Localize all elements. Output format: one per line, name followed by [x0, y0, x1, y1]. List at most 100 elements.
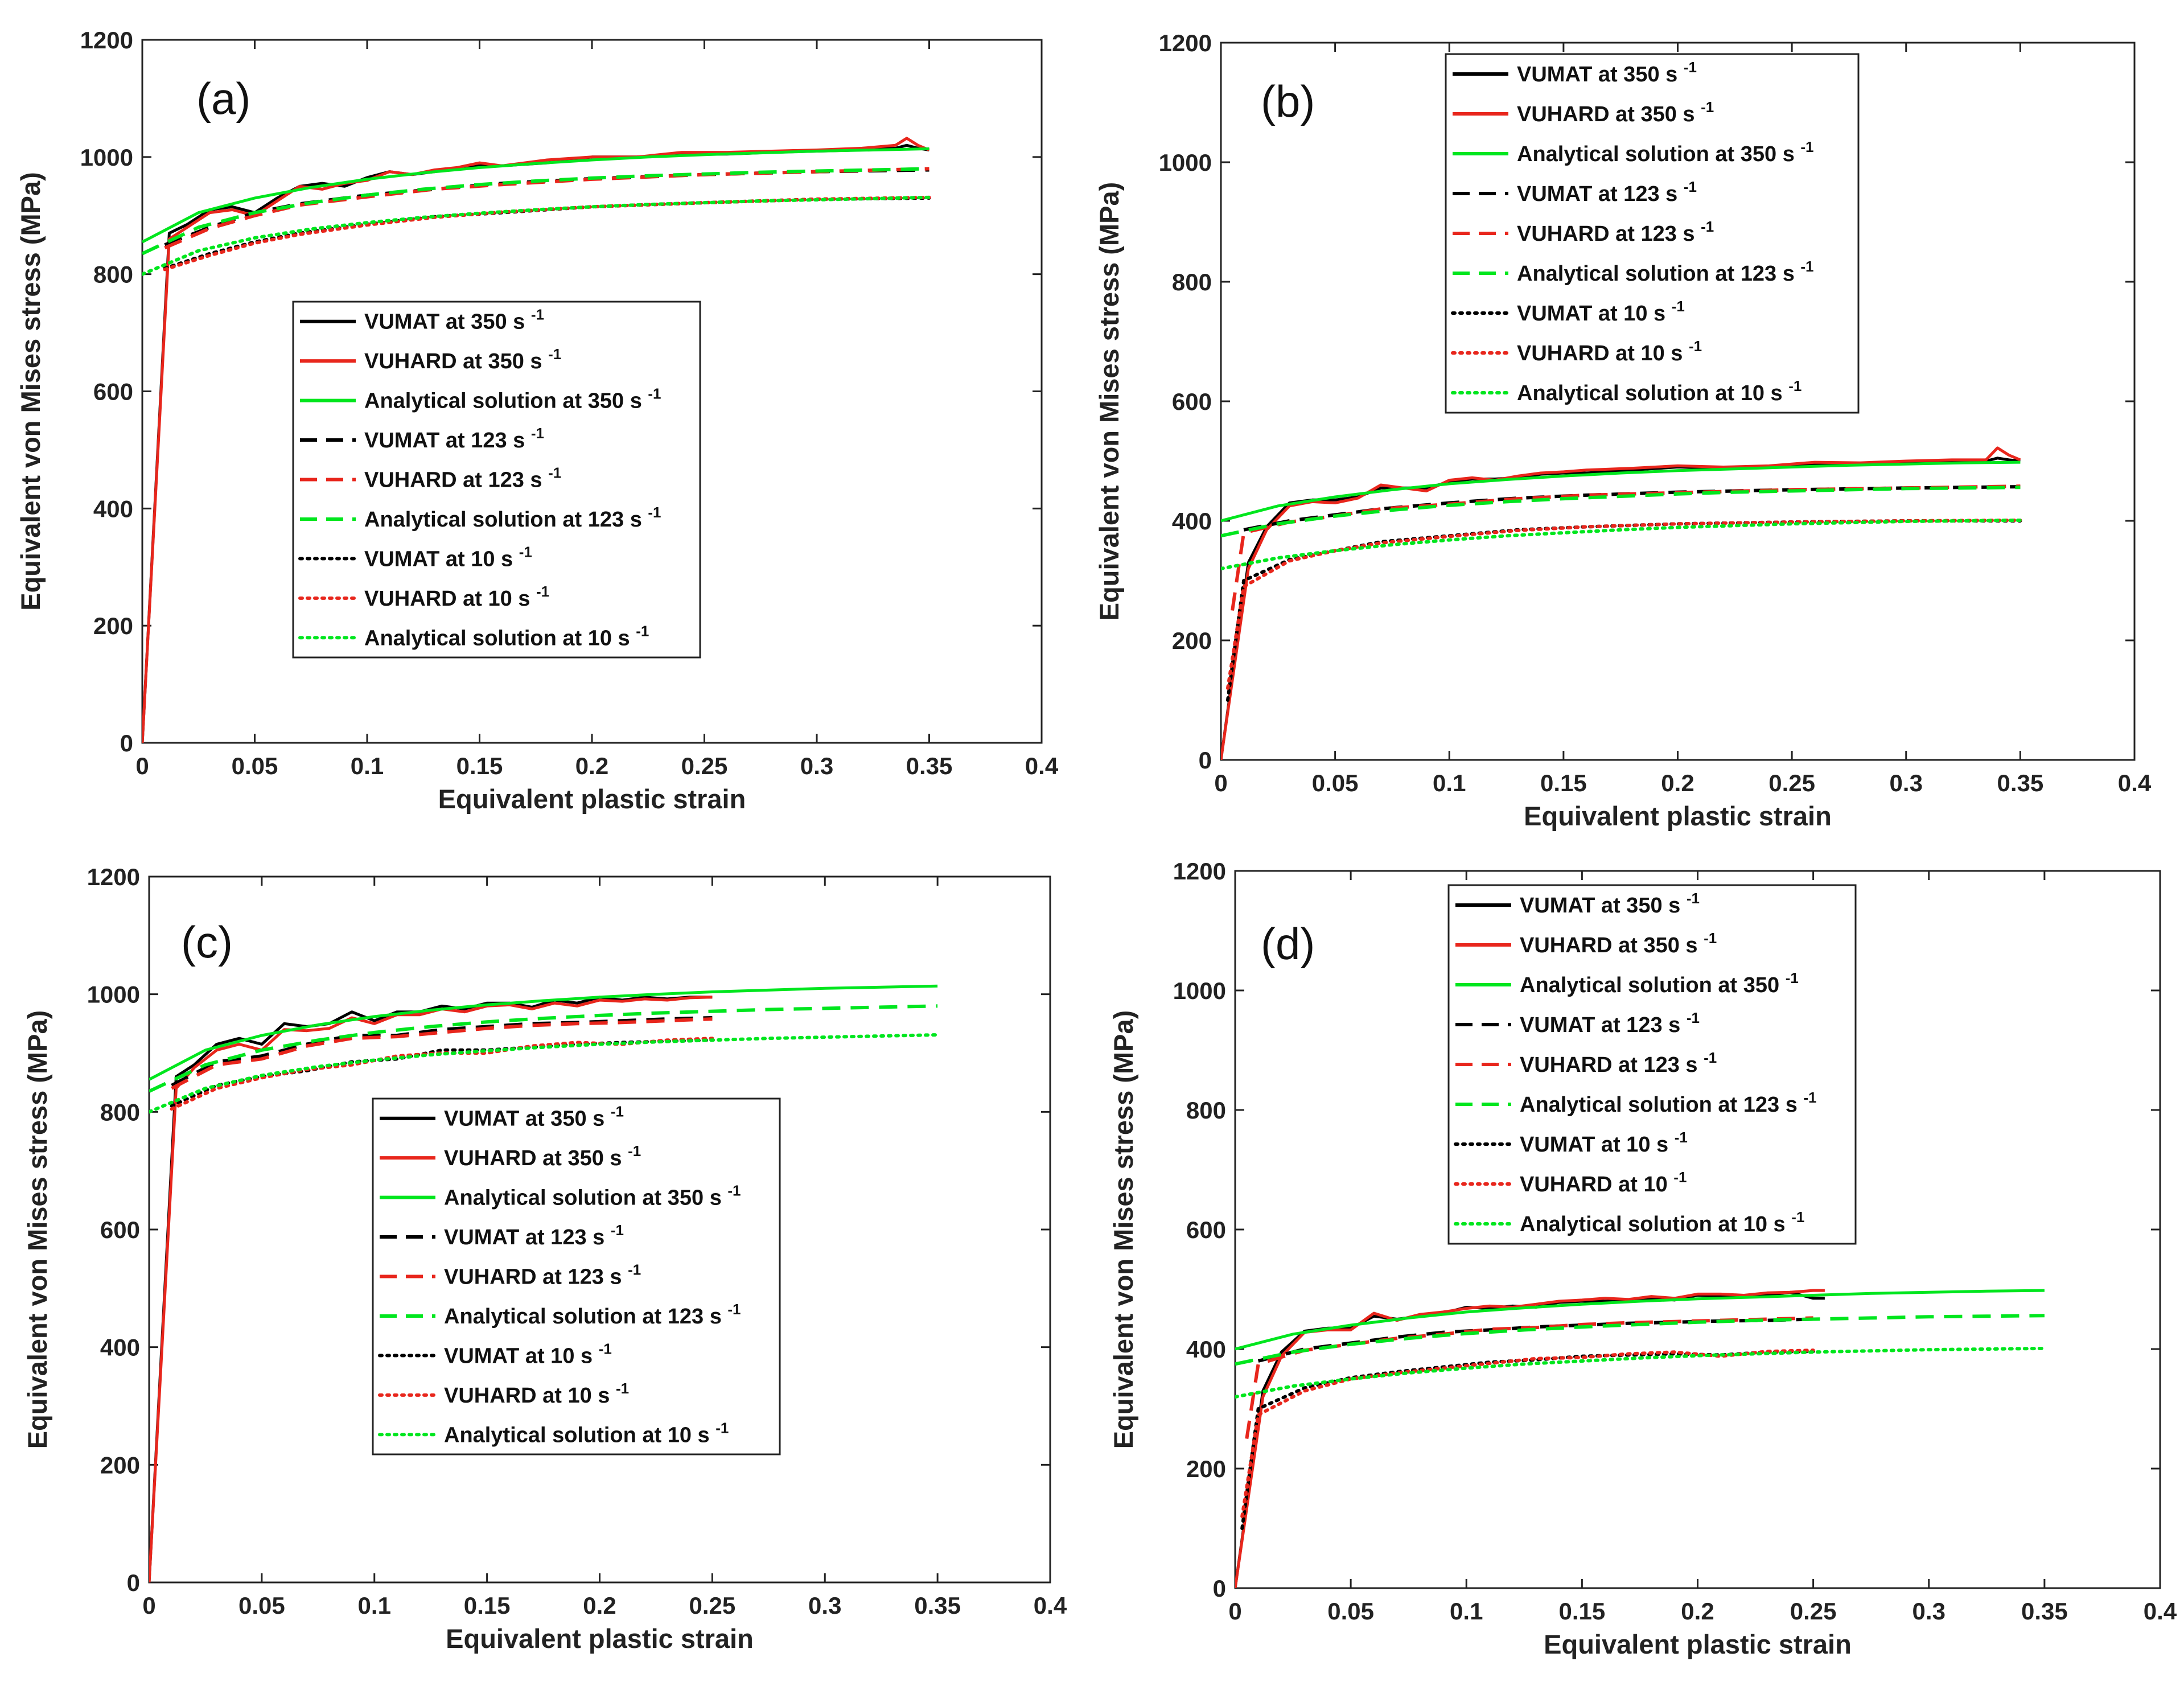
legend-label-superscript: -1 — [611, 1103, 624, 1120]
series-line-analytical-solution-at-350-s-solid — [1235, 1289, 2045, 1351]
x-tick-label: 0.25 — [681, 753, 728, 779]
panel-label: (b) — [1261, 76, 1315, 126]
series-line-vuhard-at-10-s-dotted — [1240, 1348, 1815, 1518]
y-tick-label: 200 — [93, 612, 133, 639]
legend-label: VUHARD at 350 s -1 — [1517, 98, 1714, 126]
legend-label: Analytical solution at 123 s -1 — [1517, 258, 1814, 286]
legend-label: VUMAT at 350 s -1 — [1517, 59, 1697, 87]
series-line-vuhard-at-350-s-solid — [1235, 1289, 1825, 1588]
y-tick-label: 400 — [93, 495, 133, 522]
legend-label-superscript: -1 — [548, 464, 561, 482]
series-line-analytical-solution-at-123-s-dashed — [149, 1004, 938, 1093]
legend-label: Analytical solution at 10 s -1 — [444, 1419, 729, 1447]
x-tick-label: 0.1 — [1433, 770, 1466, 796]
x-tick-label: 0.3 — [800, 753, 833, 779]
y-tick-label: 200 — [1172, 627, 1212, 654]
legend-label: Analytical solution at 350 s -1 — [444, 1182, 741, 1210]
series-group — [1235, 1289, 2046, 1588]
y-axis-label: Equivalent von Mises stress (MPa) — [15, 172, 46, 611]
legend-label-superscript: -1 — [1800, 138, 1813, 155]
legend-label-superscript: -1 — [531, 425, 544, 442]
x-tick-label: 0.1 — [351, 753, 384, 779]
legend-label: Analytical solution at 10 s -1 — [364, 622, 649, 650]
legend-label: VUHARD at 10 s -1 — [364, 583, 549, 611]
series-group — [149, 984, 940, 1582]
x-tick-label: 0.05 — [238, 1592, 285, 1619]
legend-label-superscript: -1 — [531, 306, 544, 323]
series-line-analytical-solution-at-350-s-solid — [1221, 460, 2021, 523]
y-tick-label: 0 — [1199, 747, 1212, 774]
legend-label-superscript: -1 — [727, 1182, 741, 1199]
legend-label-superscript: -1 — [1687, 1009, 1700, 1026]
legend-label: VUHARD at 10 s -1 — [1517, 338, 1702, 365]
y-tick-label: 200 — [100, 1452, 140, 1478]
legend-label: VUHARD at 10 -1 — [1520, 1169, 1687, 1197]
legend-label-superscript: -1 — [1786, 969, 1799, 986]
legend-label: VUMAT at 350 s -1 — [1520, 890, 1700, 918]
x-tick-label: 0.15 — [1559, 1598, 1606, 1625]
y-tick-label: 800 — [1186, 1097, 1226, 1124]
legend-label-superscript: -1 — [519, 543, 532, 560]
x-tick-label: 0.2 — [1661, 770, 1694, 796]
series-line-analytical-solution-at-350-s-solid — [142, 147, 929, 244]
x-tick-label: 0.35 — [914, 1592, 961, 1619]
panel-label: (a) — [196, 73, 250, 124]
legend-label: VUMAT at 123 s -1 — [444, 1222, 624, 1249]
legend-label-superscript: -1 — [1791, 1208, 1804, 1226]
series-line-vuhard-at-123-s-dashed — [1245, 1316, 1813, 1439]
legend-label-superscript: -1 — [1687, 890, 1700, 907]
legend-label-superscript: -1 — [548, 346, 561, 363]
panel-a: 0 0.05 0.1 0.15 0.2 0.25 0.3 0.35 0.4 0 200 400 600 8… — [15, 27, 1059, 814]
legend-label: VUHARD at 10 s -1 — [444, 1380, 629, 1408]
series-line-analytical-solution-at-123-s-dashed — [1221, 486, 2021, 538]
legend-label-superscript: -1 — [1701, 98, 1714, 116]
legend-box — [292, 301, 701, 659]
legend-label: VUHARD at 350 s -1 — [444, 1142, 641, 1170]
y-tick-label: 0 — [1213, 1575, 1226, 1602]
y-tick-label: 600 — [1186, 1216, 1226, 1243]
x-tick-label: 0.4 — [2144, 1598, 2177, 1625]
legend-label-superscript: -1 — [1704, 930, 1717, 947]
x-tick-label: 0 — [142, 1592, 155, 1619]
y-axis-label: Equivalent von Mises stress (MPa) — [22, 1010, 52, 1449]
series-group — [1221, 446, 2022, 760]
x-tick-label: 0.2 — [583, 1592, 616, 1619]
series-line-analytical-solution-at-123-s-dashed — [1235, 1314, 2045, 1366]
legend-label: VUMAT at 350 s -1 — [364, 306, 544, 334]
legend-label: VUMAT at 123 s -1 — [364, 425, 544, 453]
legend-label: VUHARD at 123 s -1 — [364, 464, 561, 492]
legend-label: Analytical solution at 350 s -1 — [1517, 138, 1814, 166]
legend-label: Analytical solution at 350 s -1 — [364, 385, 661, 413]
series-line-analytical-solution-at-10-s-dotted — [1235, 1346, 2046, 1399]
x-tick-label: 0.3 — [1890, 770, 1923, 796]
y-tick-label: 1000 — [80, 144, 133, 171]
x-tick-label: 0.25 — [1768, 770, 1815, 796]
y-tick-label: 800 — [100, 1099, 140, 1125]
x-axis-label: Equivalent plastic strain — [446, 1623, 754, 1654]
legend-label-superscript: -1 — [599, 1340, 612, 1357]
legend-label: VUHARD at 123 s -1 — [1520, 1049, 1717, 1077]
y-tick-label: 200 — [1186, 1455, 1226, 1482]
x-tick-label: 0.3 — [1912, 1598, 1946, 1625]
x-tick-label: 0.3 — [808, 1592, 841, 1619]
x-tick-label: 0.2 — [1681, 1598, 1714, 1625]
x-tick-label: 0.1 — [1450, 1598, 1483, 1625]
x-tick-label: 0.1 — [358, 1592, 391, 1619]
x-tick-label: 0 — [135, 753, 149, 779]
legend-label-superscript: -1 — [648, 504, 661, 521]
series-line-vuhard-at-350-s-solid — [149, 996, 713, 1582]
x-tick-label: 0.25 — [689, 1592, 736, 1619]
legend-label-superscript: -1 — [1684, 178, 1697, 195]
legend-label: Analytical solution at 123 s -1 — [1520, 1089, 1817, 1117]
x-tick-label: 0.15 — [456, 753, 503, 779]
x-tick-label: 0.15 — [464, 1592, 511, 1619]
series-line-analytical-solution-at-350-s-solid — [149, 984, 938, 1081]
y-tick-label: 0 — [127, 1569, 140, 1596]
x-axis-label: Equivalent plastic strain — [1524, 801, 1832, 831]
y-tick-label: 1000 — [1173, 977, 1226, 1004]
legend-label-superscript: -1 — [611, 1222, 624, 1239]
legend-label-superscript: -1 — [727, 1301, 741, 1318]
x-tick-label: 0.2 — [575, 753, 608, 779]
legend-label: VUMAT at 10 s -1 — [1520, 1129, 1688, 1157]
y-tick-label: 1200 — [1173, 858, 1226, 885]
